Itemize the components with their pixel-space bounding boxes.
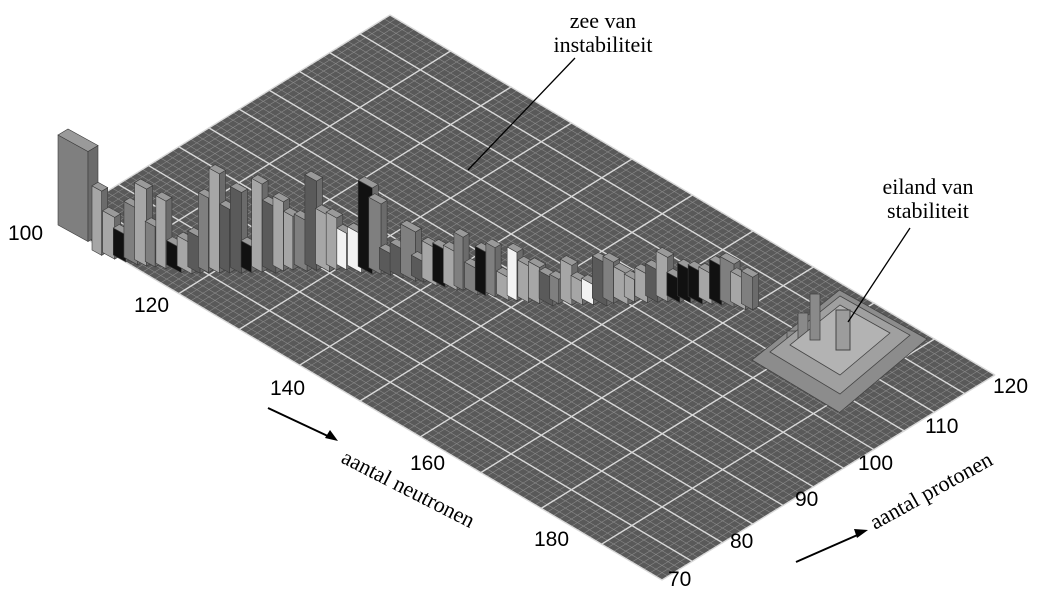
proton-tick-70: 70 bbox=[668, 568, 691, 591]
neutron-axis-arrow bbox=[267, 407, 338, 441]
grid-line bbox=[643, 363, 978, 570]
grid-line bbox=[504, 281, 838, 488]
grid-line bbox=[613, 345, 947, 552]
grid-line bbox=[486, 270, 820, 477]
grid-line bbox=[257, 133, 590, 341]
grid-line bbox=[63, 18, 397, 226]
grid-line bbox=[637, 360, 971, 566]
neutron-tick-160: 160 bbox=[410, 452, 445, 475]
major-grid-line bbox=[148, 164, 754, 525]
island-peak bbox=[835, 309, 851, 351]
grid-line bbox=[130, 57, 463, 266]
grid-line bbox=[75, 25, 409, 233]
grid-line bbox=[655, 371, 990, 577]
island-annotation-line2: stabiliteit bbox=[887, 198, 969, 223]
grid-line bbox=[377, 205, 711, 412]
neutron-tick-140: 140 bbox=[270, 377, 305, 400]
proton-axis-arrow bbox=[795, 529, 868, 563]
grid-line bbox=[124, 54, 457, 262]
grid-line bbox=[233, 119, 566, 327]
grid-line bbox=[402, 219, 736, 427]
grid-line bbox=[619, 349, 953, 556]
proton-tick-110: 110 bbox=[925, 415, 958, 438]
sea-callout-line bbox=[467, 57, 576, 171]
proton-tick-90: 90 bbox=[795, 488, 818, 511]
grid-line bbox=[498, 277, 832, 484]
sea-annotation-line2: instabiliteit bbox=[554, 32, 653, 57]
grid-line bbox=[414, 227, 748, 434]
major-grid-line bbox=[57, 221, 663, 581]
grid-line bbox=[396, 216, 729, 423]
island-bar bbox=[809, 293, 821, 341]
grid-line bbox=[384, 209, 717, 416]
major-grid-line bbox=[389, 14, 996, 376]
grid-line bbox=[631, 356, 965, 563]
neutron-tick-100: 100 bbox=[8, 222, 43, 245]
proton-tick-120: 120 bbox=[993, 375, 1028, 398]
major-grid-line bbox=[661, 374, 996, 581]
major-grid-line bbox=[57, 14, 391, 223]
island-annotation-line1: eiland van bbox=[882, 174, 973, 199]
island-callout-line bbox=[847, 227, 911, 323]
grid-line bbox=[649, 367, 984, 574]
grid-line bbox=[492, 273, 826, 481]
grid-line bbox=[510, 284, 844, 491]
nuclide-bar bbox=[740, 267, 760, 311]
grid-line bbox=[226, 115, 560, 323]
grid-line bbox=[371, 201, 705, 409]
island-of-stability bbox=[751, 289, 928, 413]
sea-annotation-line1: zee van bbox=[570, 8, 637, 33]
grid-line bbox=[607, 342, 941, 549]
proton-tick-100: 100 bbox=[858, 452, 893, 475]
nuclide-bars bbox=[57, 128, 760, 311]
major-grid-line bbox=[118, 50, 451, 259]
neutron-tick-180: 180 bbox=[534, 528, 569, 551]
grid-line bbox=[390, 212, 723, 420]
grid-line bbox=[69, 21, 403, 230]
grid-line bbox=[625, 353, 959, 559]
neutron-tick-120: 120 bbox=[134, 294, 169, 317]
neutron-axis-ticks: 100 120 140 160 180 bbox=[8, 222, 569, 551]
grid-line bbox=[365, 198, 699, 405]
proton-axis-ticks: 70 80 90 100 110 120 bbox=[668, 375, 1028, 591]
proton-tick-80: 80 bbox=[730, 530, 753, 553]
grid-line bbox=[408, 223, 742, 430]
grid-line bbox=[516, 288, 850, 495]
